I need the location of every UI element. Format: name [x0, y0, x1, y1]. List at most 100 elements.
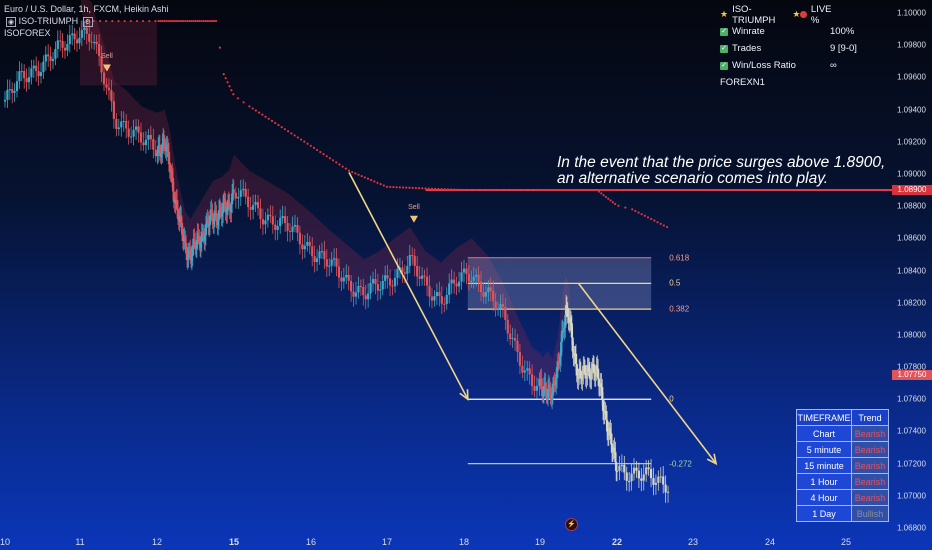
- x-tick-label: 15: [228, 537, 240, 547]
- candle-body: [535, 385, 539, 391]
- lightning-icon[interactable]: ⚡: [565, 518, 578, 531]
- trailing-stop-dot: [177, 19, 181, 23]
- candle-body: [645, 467, 648, 475]
- trailing-stop-dot: [653, 219, 656, 222]
- candle-body: [244, 188, 247, 197]
- trailing-stop-dot: [230, 89, 233, 92]
- candle-body: [227, 201, 230, 205]
- trailing-stop-dot: [267, 117, 270, 120]
- candle-body: [540, 378, 543, 388]
- candle-body: [210, 209, 213, 214]
- trailing-stop-dot: [169, 19, 172, 23]
- candle-body: [601, 398, 605, 411]
- candle-body: [623, 464, 626, 473]
- candle-body: [157, 145, 160, 153]
- candle-body: [161, 143, 164, 154]
- trailing-stop-dot: [545, 188, 548, 192]
- stats-title: ISO-TRIUMPH: [732, 3, 776, 26]
- candle-body: [518, 352, 522, 366]
- candle-body: [311, 246, 314, 257]
- candle-body: [582, 366, 585, 375]
- candle-body: [117, 127, 120, 129]
- candle-body: [323, 251, 326, 260]
- trailing-stop-dot: [543, 188, 546, 192]
- candle-body: [546, 396, 549, 398]
- trailing-stop-dot: [182, 19, 185, 23]
- candle-body: [286, 223, 289, 232]
- candle-body: [284, 216, 287, 224]
- candle-body: [288, 231, 292, 233]
- trailing-stop-dot: [584, 188, 587, 192]
- trailing-stop-dot: [459, 188, 462, 191]
- candle-body: [274, 224, 277, 230]
- trailing-stop-dot: [385, 185, 389, 188]
- candle-body: [83, 27, 86, 30]
- candle-body: [215, 213, 218, 221]
- candle-body: [279, 218, 282, 227]
- x-tick-label: 23: [687, 537, 699, 547]
- trailing-stop-dot: [257, 111, 261, 114]
- candle-body: [192, 238, 195, 246]
- candle-body: [606, 420, 609, 432]
- candle-body: [542, 386, 546, 394]
- indicator-settings-icon[interactable]: ⚙: [82, 17, 93, 27]
- trailing-stop-dot: [338, 163, 341, 166]
- trailing-stop-dot: [184, 19, 187, 23]
- trailing-stop-dot: [180, 19, 183, 23]
- candle-body: [393, 277, 397, 287]
- candle-body: [475, 274, 478, 277]
- candle-body: [445, 294, 448, 304]
- candle-body: [254, 202, 257, 205]
- trailing-stop-dot: [264, 115, 267, 118]
- candle-body: [499, 304, 502, 309]
- stats-row-ratio: ✓ Win/Loss Ratio ∞: [720, 57, 870, 74]
- candle-body: [59, 40, 62, 42]
- trailing-stop-dot: [600, 192, 603, 195]
- trailing-stop-dot: [430, 187, 434, 190]
- candle-body: [202, 231, 205, 238]
- candle-body: [342, 277, 345, 282]
- star-icon: ★: [792, 9, 801, 19]
- y-tick-label: 1.07200: [897, 459, 926, 469]
- trailing-stop-dot: [335, 161, 338, 164]
- trailing-stop-dot: [161, 19, 164, 23]
- candle-body: [425, 276, 429, 286]
- candles-layer: [3, 19, 670, 503]
- candle-body: [652, 478, 655, 485]
- candle-body: [32, 65, 35, 69]
- trailing-stop-dot: [424, 187, 427, 190]
- candle-body: [596, 365, 599, 369]
- candle-body: [180, 215, 183, 223]
- trailing-stop-dot: [499, 188, 502, 192]
- candle-body: [176, 199, 179, 210]
- trailing-stop-dot: [196, 19, 199, 23]
- candle-body: [256, 202, 260, 209]
- y-tick-label: 1.08200: [897, 298, 926, 308]
- candle-body: [570, 323, 573, 338]
- supply-cloud-top: [80, 21, 157, 86]
- candle-body: [184, 237, 187, 244]
- candle-body: [37, 71, 40, 77]
- trailing-stop-dot: [280, 126, 283, 129]
- candle-body: [51, 58, 55, 62]
- trailing-stop-dot: [105, 19, 108, 23]
- candle-body: [549, 388, 552, 398]
- candle-body: [68, 35, 71, 44]
- trailing-stop-dot: [539, 188, 542, 192]
- candle-body: [293, 224, 297, 227]
- trailing-stop-dot: [646, 216, 650, 219]
- trailing-stop-dot: [453, 188, 456, 191]
- y-tick-label: 1.09600: [897, 72, 926, 82]
- trailing-stop-layer: [86, 19, 669, 229]
- trailing-stop-dot: [608, 188, 612, 192]
- indicator-name[interactable]: ◉ ISO-TRIUMPH ⚙: [4, 16, 93, 27]
- candle-body: [489, 287, 492, 291]
- trailing-stop-dot: [570, 188, 573, 192]
- candle-body: [603, 410, 606, 415]
- fib-level-label: 0.5: [669, 278, 681, 288]
- candle-body: [607, 431, 610, 436]
- trailing-stop-dot: [610, 188, 614, 192]
- trailing-stop-dot: [553, 188, 557, 192]
- fib-level-label: 0.618: [669, 253, 690, 263]
